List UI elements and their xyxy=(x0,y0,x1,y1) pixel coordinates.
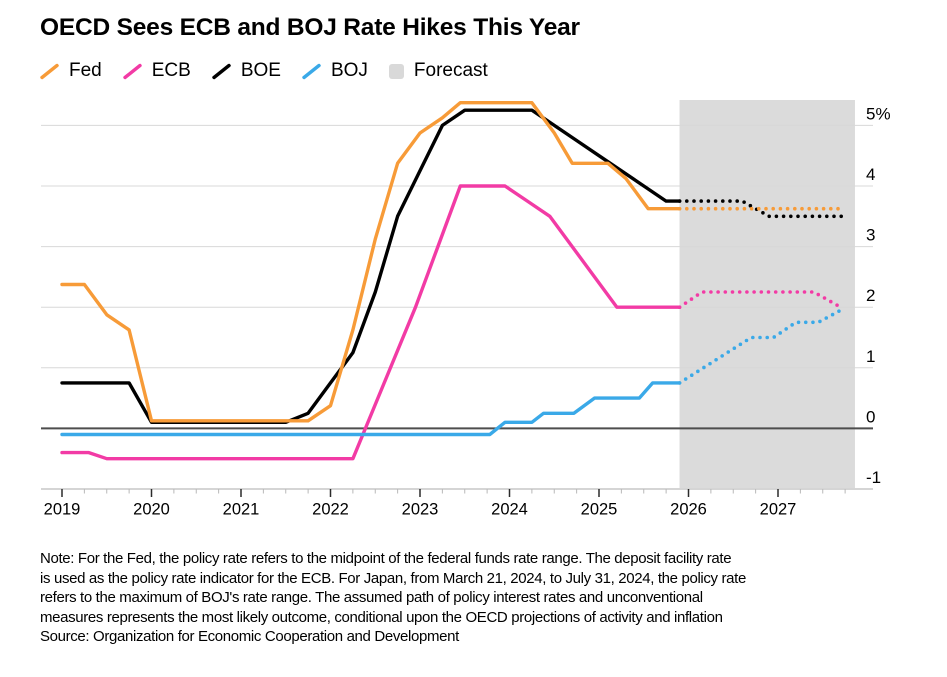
boe-line-swatch-icon xyxy=(212,63,231,79)
legend-label: Fed xyxy=(69,60,102,81)
x-axis-label: 2020 xyxy=(133,501,170,519)
legend-item-boj[interactable]: BOJ xyxy=(302,60,368,82)
legend-item-fed[interactable]: Fed xyxy=(40,60,102,82)
fed-line-swatch-icon xyxy=(40,63,59,79)
series-fed-solid xyxy=(60,100,682,423)
legend-label: Forecast xyxy=(413,60,488,81)
ecb-line-swatch-icon xyxy=(123,63,142,79)
note-line: is used as the policy rate indicator for… xyxy=(40,569,746,587)
y-axis-label: 3 xyxy=(866,226,875,245)
x-axis-label: 2019 xyxy=(44,501,81,519)
note-line: measures represents the most likely outc… xyxy=(40,608,723,626)
source-line: Source: Organization for Economic Cooper… xyxy=(40,628,459,646)
forecast-band xyxy=(679,100,855,488)
x-axis-label: 2021 xyxy=(223,501,260,519)
series-ecb-solid xyxy=(60,184,682,461)
legend-label: BOJ xyxy=(330,60,368,81)
note-line: Note: For the Fed, the policy rate refer… xyxy=(40,550,732,567)
y-axis-label: 5% xyxy=(866,104,891,123)
x-axis-label: 2024 xyxy=(491,501,528,519)
x-axis-label: 2022 xyxy=(312,501,349,519)
forecast-box-swatch-icon xyxy=(388,63,404,79)
chart-legend: Fed ECB BOE BOJ Forecast xyxy=(40,60,488,82)
x-axis-label: 2023 xyxy=(402,501,439,519)
chart-footnote: Note: For the Fed, the policy rate refer… xyxy=(40,549,930,647)
legend-item-ecb[interactable]: ECB xyxy=(123,60,191,82)
legend-label: BOE xyxy=(240,60,281,81)
legend-item-forecast[interactable]: Forecast xyxy=(388,60,488,82)
series-boj-forecast-dotted xyxy=(677,308,843,385)
y-axis-label: 2 xyxy=(866,286,875,305)
y-axis-label: -1 xyxy=(866,468,881,487)
chart-title: OECD Sees ECB and BOJ Rate Hikes This Ye… xyxy=(40,14,580,41)
x-axis-label: 2025 xyxy=(581,501,618,519)
series-boe-forecast-dotted xyxy=(677,199,845,219)
y-axis-label: 1 xyxy=(866,347,875,366)
series-ecb-forecast-dotted xyxy=(677,290,843,310)
y-axis-label: 0 xyxy=(866,407,875,426)
y-axis-label: 4 xyxy=(866,165,875,184)
series-boj-solid xyxy=(60,381,682,437)
legend-item-boe[interactable]: BOE xyxy=(212,60,281,82)
x-axis-label: 2027 xyxy=(760,501,797,519)
note-line: refers to the maximum of BOJ's rate rang… xyxy=(40,589,703,607)
boj-line-swatch-icon xyxy=(302,63,321,79)
x-axis-label: 2026 xyxy=(670,501,707,519)
legend-label: ECB xyxy=(151,60,191,81)
